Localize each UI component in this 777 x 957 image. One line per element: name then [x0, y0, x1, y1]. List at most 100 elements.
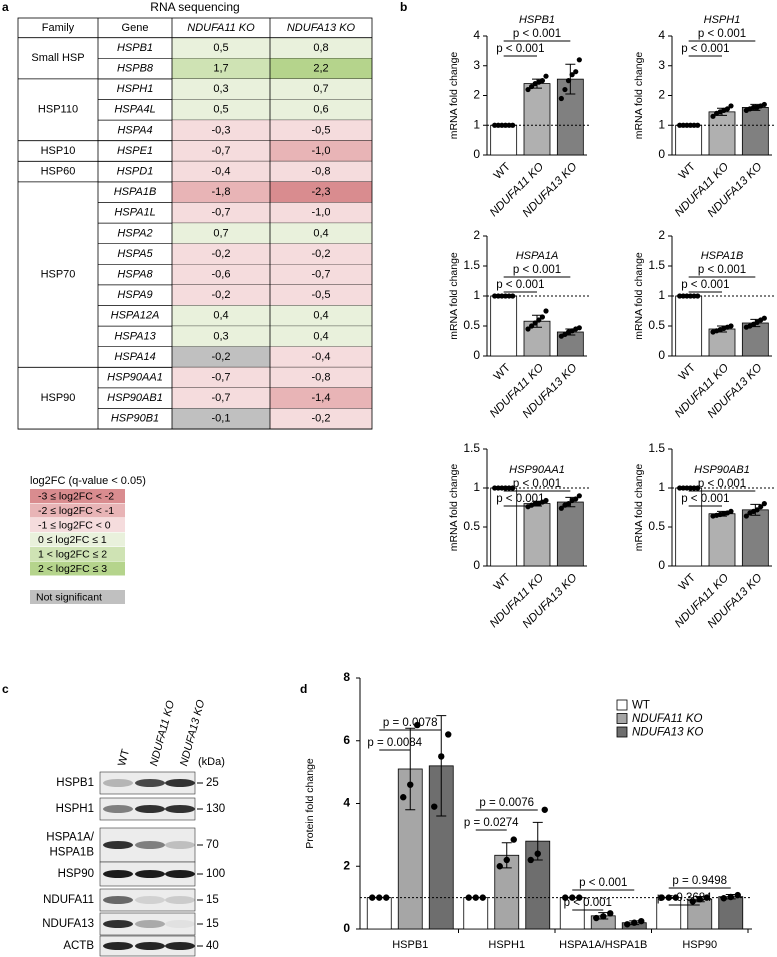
data-point [573, 496, 579, 502]
data-point [607, 910, 614, 917]
cell-value: 0,3 [213, 83, 228, 95]
legend-title: log2FC (q-value < 0.05) [30, 475, 146, 487]
cell [172, 58, 270, 79]
data-point [558, 95, 564, 102]
data-point [600, 913, 607, 920]
blot-band [165, 870, 195, 878]
data-point [407, 781, 414, 788]
data-point [527, 856, 534, 864]
column-header: NDUFA11 KO [187, 22, 255, 34]
cell [172, 78, 270, 100]
panel-label: b [400, 0, 407, 14]
table-border [17, 17, 373, 430]
data-point [499, 122, 505, 128]
gene-name: HSPA8 [117, 269, 153, 281]
cell [172, 202, 270, 224]
p-value: p < 0.001 [681, 279, 729, 291]
y-axis-label: mRNA fold change [448, 252, 460, 340]
cell [172, 264, 270, 285]
x-tick-label: HSP90 [682, 939, 717, 951]
data-point [525, 326, 531, 332]
legend-label: -2 ≤ log2FC < -1 [38, 505, 114, 517]
blot-band [165, 779, 195, 787]
chart-title: HSPH1 [704, 14, 741, 26]
bar [490, 295, 518, 357]
blot-band [165, 942, 195, 950]
data-point [576, 493, 582, 499]
protein-label: HSPA1A/ [46, 832, 95, 844]
unit-label: (kDa) [198, 756, 225, 768]
cell-value: -0,7 [212, 392, 231, 404]
cell [270, 346, 372, 368]
data-point [539, 78, 546, 84]
gene-name: HSPA12A [111, 310, 160, 322]
bar [556, 501, 584, 567]
chart-title: HSPA1A [516, 250, 559, 262]
y-axis-label: mRNA fold change [633, 464, 645, 552]
cell [270, 264, 372, 285]
gene-name: HSPA4 [117, 124, 152, 136]
cell-value: -0,2 [212, 248, 231, 260]
blot-strip [99, 888, 196, 912]
chart-title: HSP90AA1 [509, 464, 565, 476]
cell-value: 0,4 [213, 310, 228, 322]
cell-value: -2,3 [312, 186, 331, 198]
y-tick-label: 8 [343, 670, 350, 684]
data-point [703, 894, 710, 901]
y-tick-label: 0 [343, 921, 350, 935]
cell [172, 181, 270, 203]
blot-band [135, 841, 165, 849]
blot-band [135, 779, 165, 787]
protein-label: HSPA1B [49, 847, 94, 859]
data-point [534, 850, 541, 857]
data-point [724, 106, 731, 112]
data-point [499, 293, 505, 299]
y-tick-label: 0 [473, 348, 480, 362]
legend-label: -3 ≤ log2FC < -2 [38, 490, 114, 502]
data-point [680, 293, 686, 299]
cell-value: -0,5 [312, 124, 331, 136]
data-point [499, 485, 505, 491]
blot-band [165, 841, 195, 849]
data-point [677, 293, 683, 299]
bar [463, 897, 489, 930]
data-point [438, 753, 445, 760]
data-point [376, 894, 383, 901]
data-point [536, 317, 542, 323]
data-point [492, 122, 498, 128]
cell [270, 120, 372, 141]
gene-name: HSPA4L [114, 104, 155, 116]
data-point [492, 293, 498, 299]
cell [270, 140, 372, 162]
bar [708, 111, 736, 156]
gene-name: HSPA5 [117, 248, 153, 260]
y-tick-label: 1 [658, 288, 665, 302]
data-point [541, 806, 548, 813]
cell-value: -0,2 [312, 413, 331, 425]
p-value: p < 0.001 [496, 493, 544, 505]
p-value: p < 0.001 [698, 478, 746, 490]
cell [172, 326, 270, 347]
data-point [539, 314, 546, 320]
data-point [687, 122, 694, 128]
cell-value: -0,7 [312, 269, 331, 281]
legend-swatch [30, 489, 125, 503]
cell-value: -0,7 [212, 145, 231, 157]
error-bar [405, 727, 416, 811]
data-point [689, 898, 696, 905]
y-axis-label: mRNA fold change [448, 52, 460, 140]
p-value: p = 0.9498 [672, 875, 727, 887]
data-point [502, 293, 509, 299]
column-header: NDUFA13 KO [287, 22, 356, 34]
x-tick-label: WT [677, 161, 698, 182]
gene-name: HSPA1B [114, 186, 157, 198]
cell-value: 0,7 [313, 83, 328, 95]
cell [270, 408, 372, 430]
gene-name: HSPA1L [114, 207, 155, 219]
legend-label: Not significant [36, 591, 102, 603]
protein-label: HSP90 [58, 868, 94, 880]
gene-name: HSPA13 [114, 330, 156, 342]
data-point [510, 836, 517, 843]
p-value: p < 0.001 [564, 897, 612, 909]
y-tick-label: 0 [658, 558, 665, 572]
